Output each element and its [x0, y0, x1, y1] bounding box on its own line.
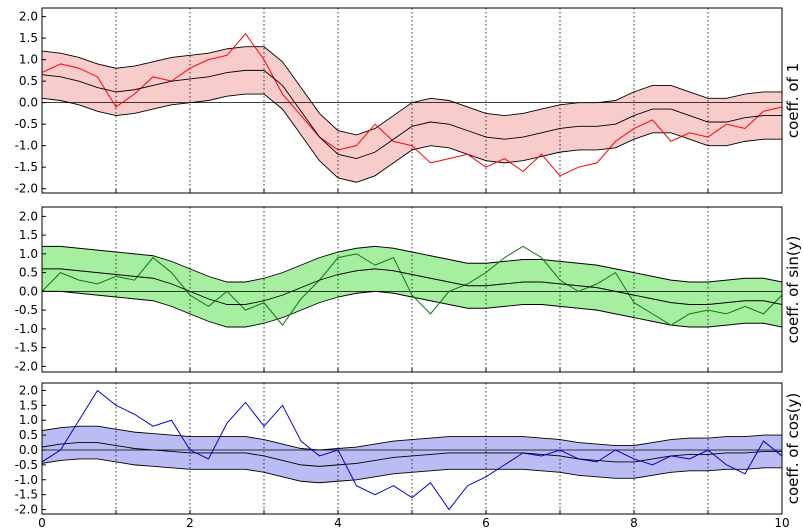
x-tick-label: 2: [186, 516, 194, 528]
x-tick-label: 10: [774, 516, 789, 528]
y-tick-label: 2.0: [19, 383, 38, 397]
y-tick-label: -0.5: [15, 117, 38, 131]
y-tick-label: 0.5: [19, 266, 38, 280]
y-tick-label: 1.5: [19, 398, 38, 412]
y-tick-label: 0.0: [19, 96, 38, 110]
mean-line: [42, 268, 782, 305]
y-tick-label: 0.0: [19, 284, 38, 298]
y-tick-label: 1.0: [19, 413, 38, 427]
y-tick-label: -0.5: [15, 303, 38, 317]
y-tick-label: -2.0: [15, 182, 38, 196]
plot-area: [42, 383, 782, 514]
y-tick-label: 1.5: [19, 31, 38, 45]
y-tick-label: 2.0: [19, 10, 38, 24]
y-tick-label: -2.0: [15, 359, 38, 373]
y-tick-label: -1.0: [15, 139, 38, 153]
y-tick-label: 1.0: [19, 53, 38, 67]
y-tick-label: -1.5: [15, 160, 38, 174]
x-tick-label: 0: [38, 516, 46, 528]
sample-line: [42, 245, 782, 326]
plot-area: [42, 8, 782, 193]
y-axis-label: coeff. of 1: [784, 63, 802, 138]
y-tick-label: 0.5: [19, 74, 38, 88]
band-lower: [42, 290, 782, 328]
confidence-band: [42, 246, 782, 327]
y-tick-label: -1.0: [15, 473, 38, 487]
panel: -2.0 -1.5 -1.0 -0.5 0.0 0.5 1.0 1.5 2.0 coeff. of…: [15, 206, 802, 373]
confidence-band: [42, 46, 782, 183]
panel: -2.0 -1.5 -1.0 -0.5 0.0 0.5 1.0 1.5 2.0 coeff. of…: [15, 7, 802, 196]
confidence-band: [42, 426, 782, 483]
y-tick-label: 0.0: [19, 443, 38, 457]
band-upper: [42, 425, 782, 451]
band-lower: [42, 458, 782, 484]
y-tick-label: -1.5: [15, 488, 38, 502]
y-axis-label: coeff. of cos(y): [784, 393, 802, 505]
y-tick-label: 1.5: [19, 228, 38, 242]
band-upper: [42, 46, 782, 136]
x-tick-label: 8: [630, 516, 638, 528]
y-tick-label: -2.0: [15, 503, 38, 517]
y-tick-label: 2.0: [19, 209, 38, 223]
y-tick-label: -0.5: [15, 458, 38, 472]
y-tick-label: -1.0: [15, 322, 38, 336]
y-tick-label: -1.5: [15, 341, 38, 355]
plot-area: [42, 207, 782, 372]
panel: -2.0-1.5-1.0-0.50.00.51.01.52.0 0 2 4 6 8 10 co…: [15, 382, 802, 528]
mean-line: [42, 69, 782, 160]
band-upper: [42, 245, 782, 283]
sample-line: [42, 389, 782, 511]
x-tick-label: 4: [334, 516, 342, 528]
y-tick-label: 0.5: [19, 428, 38, 442]
mean-line: [42, 442, 782, 467]
band-lower: [42, 93, 782, 183]
y-axis-label: coeff. of sin(y): [784, 236, 802, 344]
sample-line: [42, 33, 782, 177]
y-tick-label: 1.0: [19, 247, 38, 261]
x-tick-label: 6: [482, 516, 490, 528]
